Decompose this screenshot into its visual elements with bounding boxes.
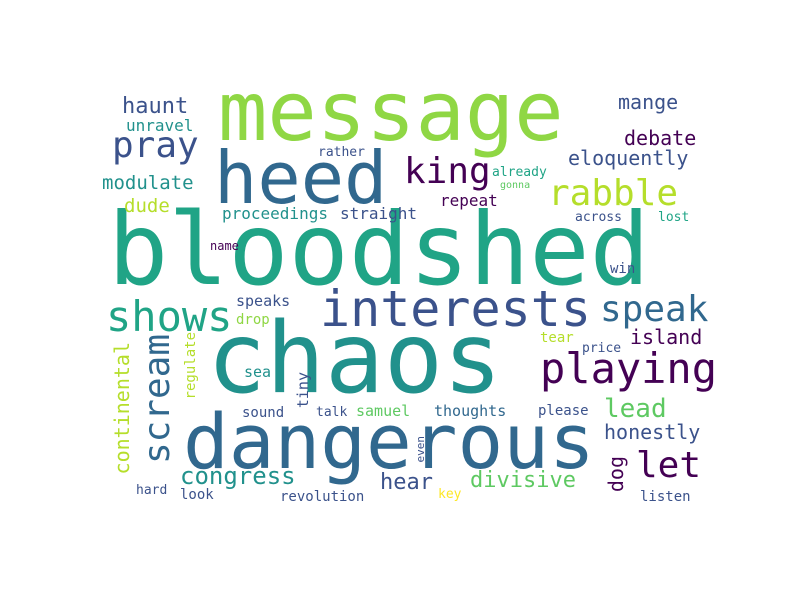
word-island: island bbox=[630, 325, 703, 349]
word-shows: shows bbox=[106, 292, 233, 341]
word-revolution: revolution bbox=[280, 489, 365, 505]
word-chaos: chaos bbox=[207, 302, 503, 416]
word-dog: dog bbox=[604, 456, 628, 493]
word-debate: debate bbox=[624, 126, 697, 150]
word-king: king bbox=[404, 151, 491, 192]
word-honestly: honestly bbox=[604, 420, 701, 444]
word-dangerous: dangerous bbox=[183, 397, 595, 486]
word-name: name bbox=[210, 239, 239, 253]
word-haunt: haunt bbox=[122, 94, 189, 119]
word-let: let bbox=[636, 445, 702, 486]
word-interests: interests bbox=[320, 280, 591, 338]
word-rabble: rabble bbox=[548, 173, 679, 214]
word-please: please bbox=[538, 403, 589, 419]
word-sea: sea bbox=[244, 363, 272, 381]
word-divisive: divisive bbox=[470, 468, 576, 493]
word-repeat: repeat bbox=[440, 191, 498, 210]
word-rather: rather bbox=[318, 145, 365, 160]
word-proceedings: proceedings bbox=[222, 204, 328, 223]
word-pray: pray bbox=[112, 125, 199, 166]
word-tear: tear bbox=[540, 330, 574, 346]
word-thoughts: thoughts bbox=[434, 402, 507, 420]
word-bloodshed: bloodshed bbox=[108, 191, 650, 308]
word-even: even bbox=[414, 436, 427, 463]
word-hear: hear bbox=[380, 470, 433, 495]
word-lead: lead bbox=[604, 394, 667, 424]
word-look: look bbox=[180, 487, 214, 503]
word-speaks: speaks bbox=[236, 292, 291, 310]
word-eloquently: eloquently bbox=[568, 146, 689, 170]
word-already: already bbox=[492, 165, 547, 180]
word-across: across bbox=[575, 210, 622, 225]
word-dude: dude bbox=[124, 195, 170, 217]
word-playing: playing bbox=[540, 344, 718, 393]
word-scream: scream bbox=[137, 334, 178, 465]
word-continental: continental bbox=[110, 342, 134, 475]
word-drop: drop bbox=[236, 312, 270, 328]
word-unravel: unravel bbox=[126, 116, 194, 135]
word-key: key bbox=[438, 487, 462, 502]
word-modulate: modulate bbox=[102, 172, 194, 194]
word-gonna: gonna bbox=[500, 180, 531, 191]
word-talk: talk bbox=[316, 405, 348, 420]
word-hard: hard bbox=[136, 483, 168, 498]
word-regulate: regulate bbox=[183, 332, 199, 400]
word-price: price bbox=[582, 341, 622, 356]
word-tiny: tiny bbox=[294, 372, 312, 409]
word-lost: lost bbox=[658, 210, 690, 225]
word-heed: heed bbox=[214, 136, 388, 220]
word-win: win bbox=[610, 261, 636, 277]
word-listen: listen bbox=[640, 489, 691, 505]
word-congress: congress bbox=[180, 462, 296, 490]
word-speak: speak bbox=[600, 289, 709, 330]
word-mange: mange bbox=[618, 90, 679, 114]
word-sound: sound bbox=[242, 405, 285, 421]
word-samuel: samuel bbox=[356, 402, 411, 420]
word-straight: straight bbox=[340, 204, 418, 223]
word-message: message bbox=[218, 65, 564, 160]
